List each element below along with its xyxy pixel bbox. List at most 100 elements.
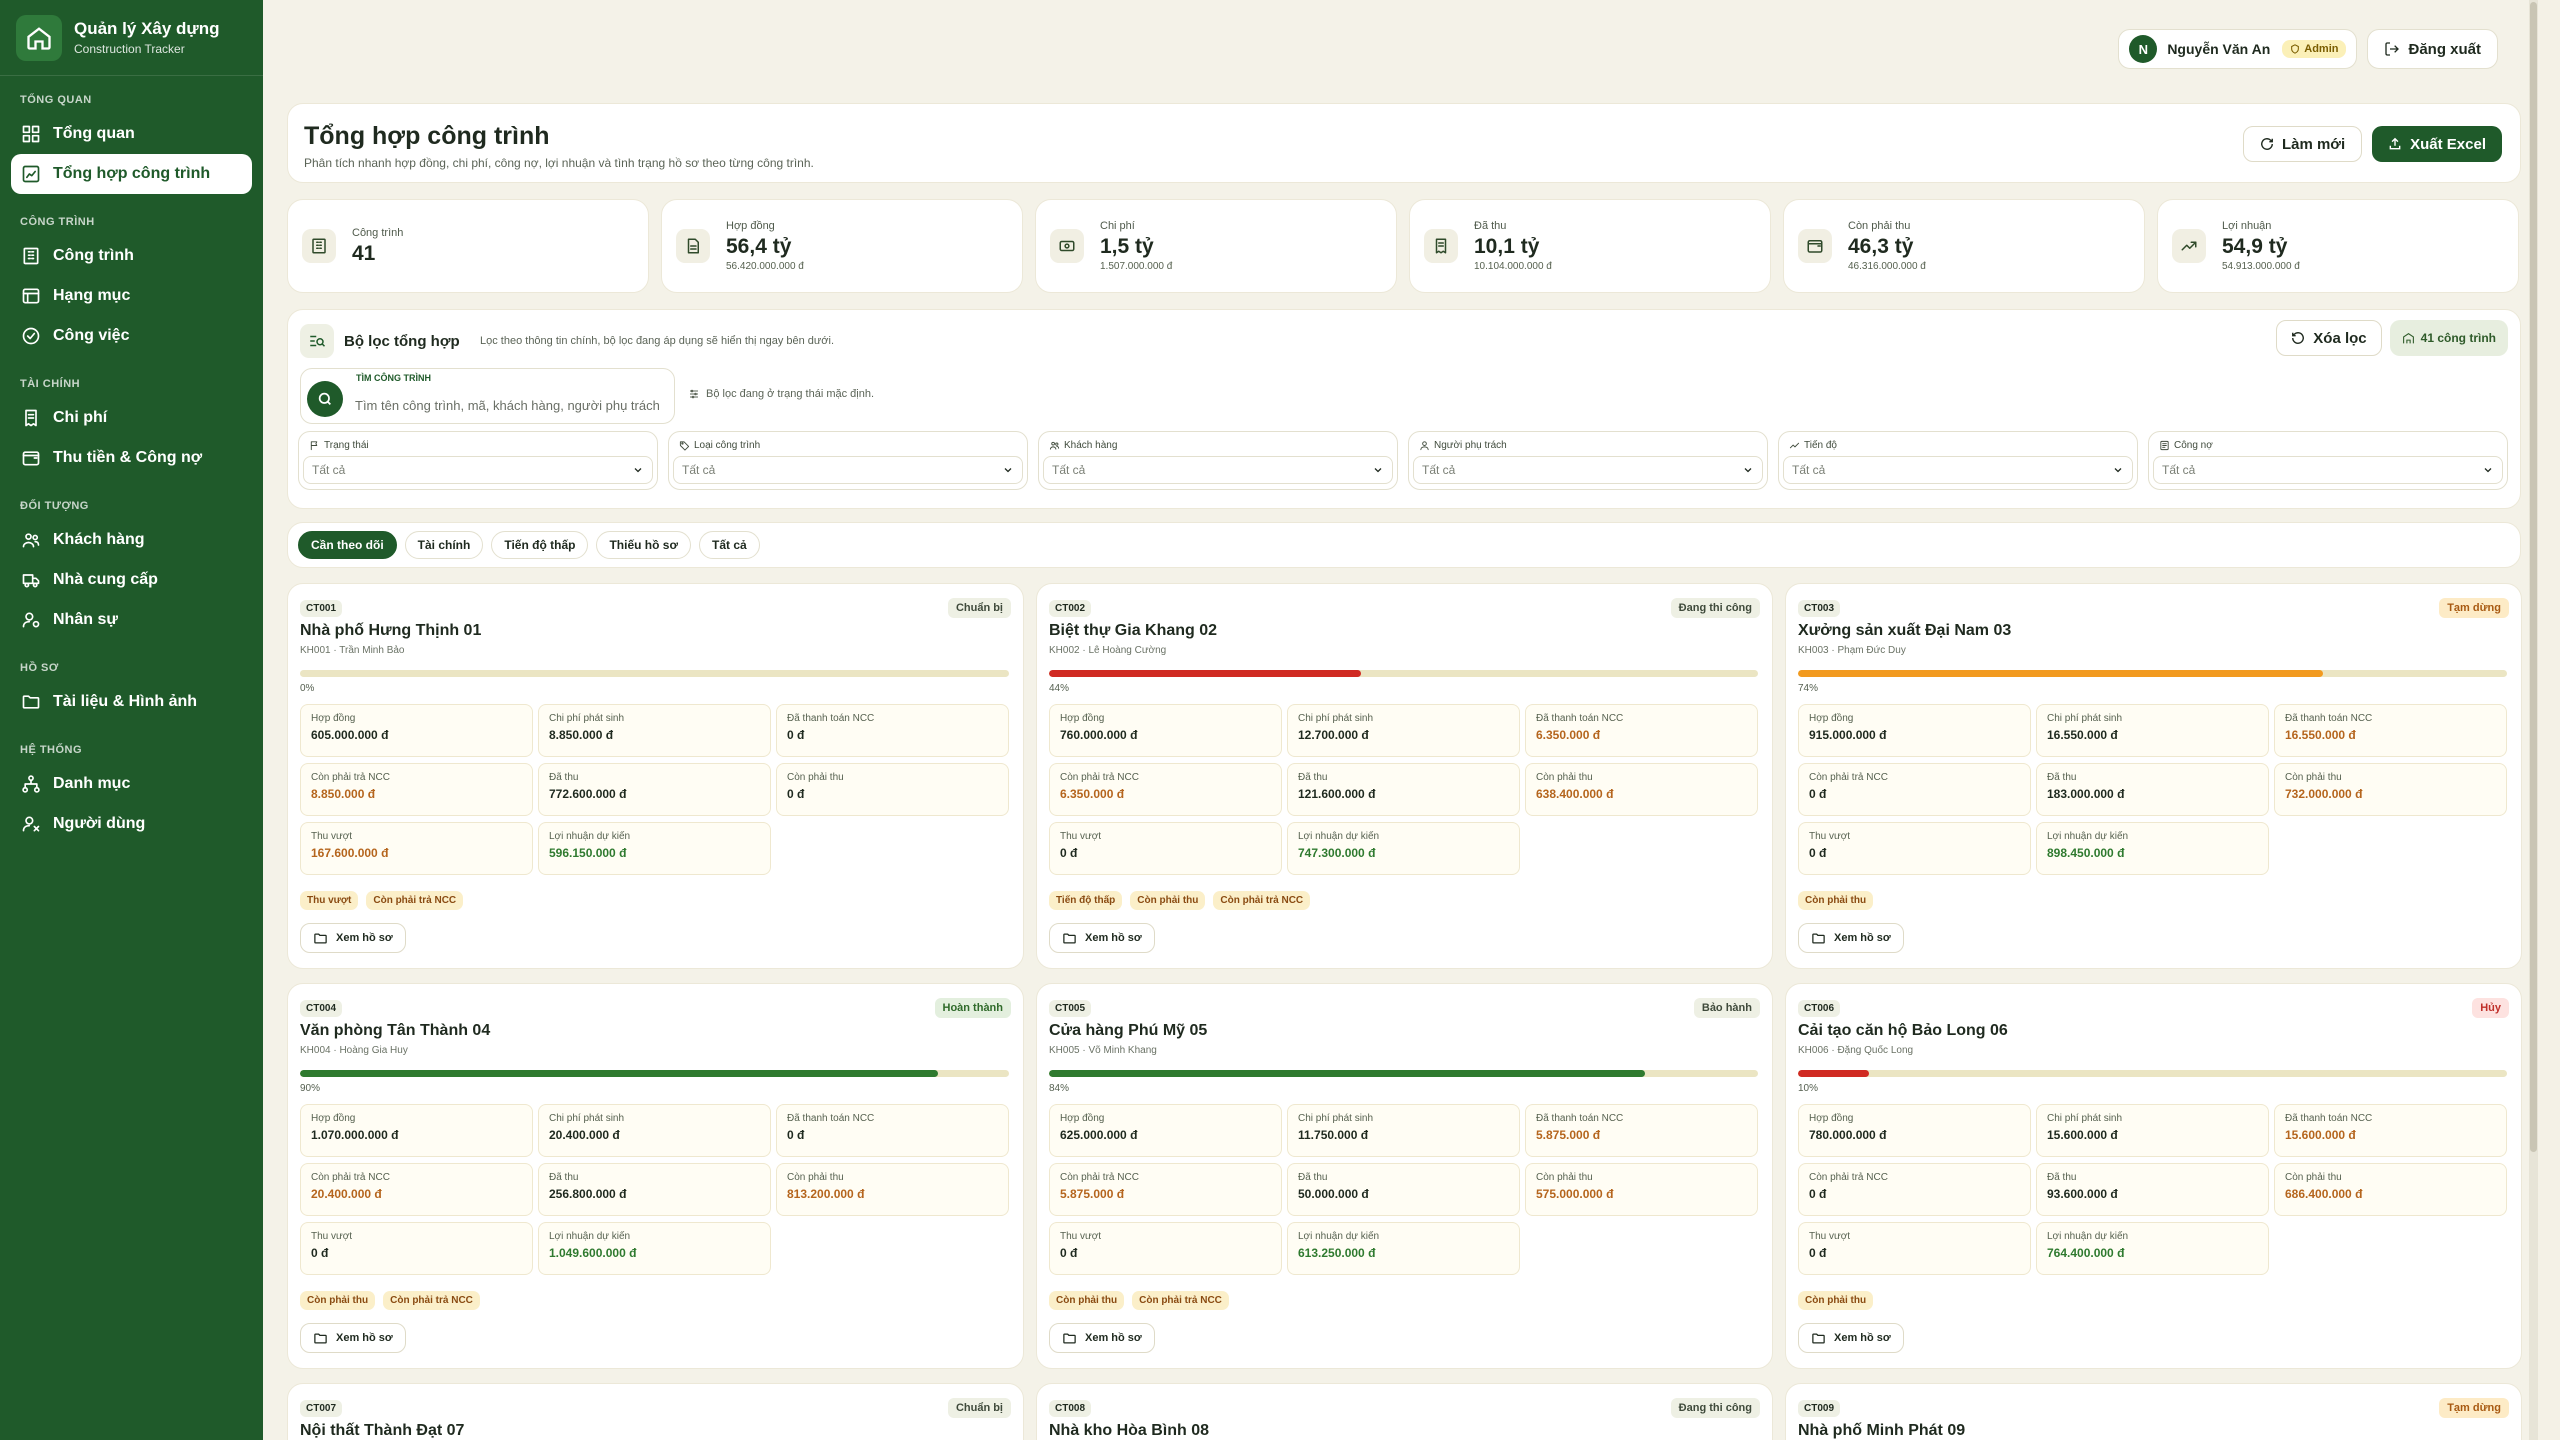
metric-label: Chi phí phát sinh (2047, 1113, 2123, 1124)
project-name: Cải tạo căn hộ Bảo Long 06 (1798, 1022, 2008, 1039)
filter-field: Khách hàng Tất cả (1038, 431, 1398, 490)
metric-value: 764.400.000 đ (2047, 1246, 2125, 1260)
sidebar-item[interactable]: Nhà cung cấp (11, 560, 252, 600)
project-card: CT007 Chuẩn bị Nội thất Thành Đạt 07 (287, 1383, 1024, 1440)
filter-tab[interactable]: Tài chính (404, 531, 484, 559)
sidebar-item[interactable]: Khách hàng (11, 520, 252, 560)
filter-select-value: Tất cả (2162, 463, 2196, 477)
filter-select[interactable]: Tất cả (2153, 456, 2503, 484)
sidebar-item[interactable]: Tổng quan (11, 114, 252, 154)
sidebar-item[interactable]: Danh mục (11, 764, 252, 804)
metric-value: 6.350.000 đ (1060, 787, 1125, 801)
metric-label: Thu vượt (1060, 831, 1102, 842)
filter-tab[interactable]: Cần theo dõi (298, 531, 397, 559)
refresh-button[interactable]: Làm mới (2242, 126, 2363, 162)
search-input[interactable] (355, 391, 663, 419)
project-card: CT003 Tạm dừng Xưởng sản xuất Đại Nam 03… (1785, 583, 2522, 969)
scrollbar-thumb[interactable] (2530, 2, 2537, 1152)
sidebar-item[interactable]: Người dùng (11, 804, 252, 844)
sidebar-item[interactable]: Nhân sự (11, 600, 252, 640)
progress-bar (1049, 1070, 1758, 1077)
user-icon (1419, 440, 1430, 451)
metric-value: 16.550.000 đ (2285, 728, 2356, 742)
status-badge: Hoàn thành (934, 998, 1011, 1018)
view-profile-button[interactable]: Xem hồ sơ (1049, 1323, 1155, 1353)
metric-label: Lợi nhuận dự kiến (2047, 1231, 2129, 1242)
metric-value: 256.800.000 đ (549, 1187, 627, 1201)
sidebar-item[interactable]: Tổng hợp công trình (11, 154, 252, 194)
project-name: Nội thất Thành Đạt 07 (300, 1422, 465, 1439)
metric-receivable: Còn phải thu 0 đ (776, 763, 1009, 816)
metric-owe-supplier: Còn phải trả NCC 6.350.000 đ (1049, 763, 1282, 816)
filter-select[interactable]: Tất cả (1043, 456, 1393, 484)
user-menu[interactable]: N Nguyễn Văn An Admin (2118, 29, 2358, 69)
metric-label: Còn phải thu (1536, 1172, 1593, 1183)
filter-select-value: Tất cả (1792, 463, 1826, 477)
metric-label: Đã thu (549, 1172, 579, 1183)
filter-search-icon (300, 324, 334, 358)
filter-select[interactable]: Tất cả (303, 456, 653, 484)
metric-collected: Đã thu 50.000.000 đ (1287, 1163, 1520, 1216)
metrics-grid: Hợp đồng 780.000.000 đ Chi phí phát sinh… (1798, 1104, 2507, 1275)
filter-field: Trạng thái Tất cả (298, 431, 658, 490)
sidebar-item-label: Hạng mục (53, 287, 131, 304)
project-card: CT005 Bảo hành Cửa hàng Phú Mỹ 05 KH005 … (1036, 983, 1773, 1369)
metric-overpaid: Thu vượt 0 đ (1798, 1222, 2031, 1275)
project-customer: KH004 · Hoàng Gia Huy (300, 1045, 408, 1056)
metric-value: 0 đ (1809, 1187, 1827, 1201)
filter-select-value: Tất cả (312, 463, 346, 477)
filter-label: Trạng thái (309, 440, 369, 451)
metric-overpaid: Thu vượt 0 đ (300, 1222, 533, 1275)
kpi-label: Lợi nhuận (2222, 220, 2272, 232)
kpi-value: 41 (352, 241, 376, 265)
sidebar-item[interactable]: Hạng mục (11, 276, 252, 316)
view-profile-button[interactable]: Xem hồ sơ (300, 1323, 406, 1353)
view-profile-button[interactable]: Xem hồ sơ (300, 923, 406, 953)
export-excel-button[interactable]: Xuất Excel (2372, 126, 2502, 162)
search-button[interactable] (307, 381, 343, 417)
tree-icon (21, 774, 53, 794)
alert-chip: Còn phải thu (1049, 1291, 1125, 1310)
folder-open-icon (313, 931, 328, 946)
clear-filter-button[interactable]: Xóa lọc (2276, 320, 2382, 356)
filter-tab[interactable]: Tiến độ thấp (491, 531, 589, 559)
sidebar-item[interactable]: Thu tiền & Công nợ (11, 438, 252, 478)
avatar: N (2129, 35, 2158, 63)
sidebar-item[interactable]: Tài liệu & Hình ảnh (11, 682, 252, 722)
project-card: CT006 Hủy Cải tạo căn hộ Bảo Long 06 KH0… (1785, 983, 2522, 1369)
check-circle-icon (21, 326, 53, 346)
project-name: Nhà kho Hòa Bình 08 (1049, 1422, 1210, 1439)
metric-owe-supplier: Còn phải trả NCC 20.400.000 đ (300, 1163, 533, 1216)
brand[interactable]: Quản lý Xây dựng Construction Tracker (0, 0, 263, 76)
sidebar-item[interactable]: Công việc (11, 316, 252, 356)
kpi-value: 10,1 tỷ (1474, 235, 1540, 258)
scrollbar[interactable] (2529, 0, 2538, 1440)
kpi-label: Đã thu (1474, 220, 1507, 232)
alert-chip: Còn phải trả NCC (383, 1291, 480, 1310)
nav-section-title: HỆ THỐNG (20, 744, 83, 756)
view-profile-button[interactable]: Xem hồ sơ (1798, 923, 1904, 953)
view-profile-button[interactable]: Xem hồ sơ (1798, 1323, 1904, 1353)
filter-tab[interactable]: Thiếu hồ sơ (596, 531, 691, 559)
view-profile-button[interactable]: Xem hồ sơ (1049, 923, 1155, 953)
sidebar-item[interactable]: Chi phí (11, 398, 252, 438)
filter-select[interactable]: Tất cả (1413, 456, 1763, 484)
metric-label: Còn phải trả NCC (1060, 772, 1139, 783)
logout-button[interactable]: Đăng xuất (2367, 29, 2498, 69)
filter-select[interactable]: Tất cả (1783, 456, 2133, 484)
metric-contract: Hợp đồng 915.000.000 đ (1798, 704, 2031, 757)
filter-select[interactable]: Tất cả (673, 456, 1023, 484)
filter-tab[interactable]: Tất cả (698, 531, 760, 559)
progress-percent: 10% (1798, 1083, 1819, 1094)
header-actions: Làm mới Xuất Excel (2242, 126, 2502, 162)
project-name: Biệt thự Gia Khang 02 (1049, 622, 1218, 639)
metric-label: Đã thu (1298, 772, 1328, 783)
sidebar-item[interactable]: Công trình (11, 236, 252, 276)
alert-chip: Tiến độ thấp (1049, 891, 1123, 910)
metric-value: 20.400.000 đ (549, 1128, 620, 1142)
metric-label: Đã thanh toán NCC (787, 1113, 875, 1124)
progress-bar-fill (300, 1070, 939, 1077)
filter-fields: Trạng thái Tất cả Loại công trình Tất cả… (298, 431, 2508, 490)
metric-value: 915.000.000 đ (1809, 728, 1887, 742)
folder-icon (21, 692, 53, 712)
